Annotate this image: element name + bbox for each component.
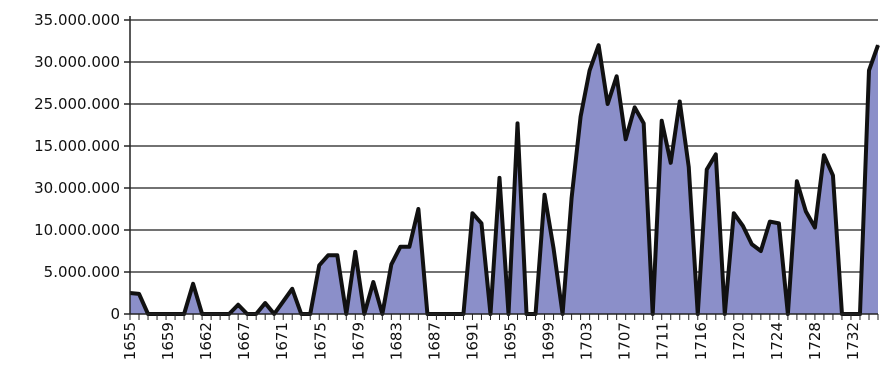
data-point (516, 122, 519, 124)
data-point (778, 222, 780, 224)
x-tick-label: 1695 (502, 322, 520, 360)
data-point (498, 177, 501, 179)
data-point (706, 168, 708, 171)
x-tick-label: 1724 (768, 322, 786, 360)
data-point (264, 302, 266, 304)
x-axis-ticks: 1655 1659 1662 1667 1671 1675 1679 1683 1687 1691… (121, 314, 879, 360)
gridlines (130, 19, 878, 273)
x-tick-label: 1691 (463, 322, 481, 360)
x-tick-label: 1662 (197, 322, 215, 360)
y-axis-ticks: 0 5.000.000 10.000.000 30.000.000 15.000.000… (34, 11, 130, 323)
x-tick-label: 1716 (692, 322, 710, 360)
data-point (192, 283, 194, 285)
data-point (715, 153, 717, 155)
data-point (282, 300, 284, 302)
x-tick-label: 1707 (616, 322, 634, 360)
data-point (552, 247, 555, 250)
data-point (399, 246, 401, 248)
y-tick-label: 35.000.000 (34, 11, 120, 29)
data-point (390, 263, 392, 266)
x-tick-label: 1732 (844, 322, 862, 360)
data-point (580, 116, 582, 118)
data-point (679, 100, 681, 103)
data-point (138, 293, 140, 295)
data-point (733, 212, 735, 214)
data-point (868, 69, 870, 71)
data-point (480, 222, 483, 224)
x-tick-label: 1720 (730, 322, 748, 360)
data-point (598, 44, 600, 46)
data-point (634, 106, 636, 108)
x-tick-label: 1675 (311, 322, 329, 360)
data-point (471, 212, 474, 214)
x-tick-label: 1699 (540, 322, 558, 360)
y-tick-label: 10.000.000 (34, 221, 120, 239)
data-point (589, 69, 591, 71)
data-point (237, 304, 239, 306)
x-tick-label: 1659 (159, 322, 177, 360)
x-tick-label: 1683 (387, 322, 405, 360)
series-area (130, 45, 878, 314)
data-point (570, 197, 573, 199)
y-tick-label: 5.000.000 (44, 263, 120, 281)
data-point (318, 264, 320, 266)
data-point (607, 103, 609, 105)
data-point (805, 210, 807, 213)
data-point (877, 44, 879, 46)
x-tick-label: 1703 (578, 322, 596, 360)
data-point (327, 254, 329, 256)
data-point (814, 226, 816, 229)
x-tick-label: 1687 (425, 322, 443, 360)
y-tick-label: 0 (110, 305, 120, 323)
x-tick-label: 1711 (654, 322, 672, 360)
data-point (336, 254, 338, 256)
data-point (408, 246, 410, 248)
data-point (688, 166, 690, 168)
y-tick-label: 25.000.000 (34, 95, 120, 113)
data-point (543, 194, 546, 196)
x-tick-label: 1728 (806, 322, 824, 360)
data-point (372, 281, 374, 283)
data-point (616, 75, 618, 77)
data-point (625, 138, 627, 140)
y-tick-label: 15.000.000 (34, 137, 120, 155)
data-point (291, 288, 293, 290)
x-tick-label: 1667 (235, 322, 253, 360)
y-tick-label: 30.000.000 (34, 179, 120, 197)
y-tick-label: 30.000.000 (34, 53, 120, 71)
data-point (832, 174, 834, 176)
data-point (796, 180, 798, 182)
data-point (354, 251, 356, 253)
x-tick-label: 1679 (349, 322, 367, 360)
data-point (769, 221, 771, 223)
x-tick-label: 1655 (121, 322, 139, 360)
data-point (760, 250, 762, 252)
data-point (823, 154, 825, 156)
data-point (751, 243, 753, 245)
data-point (742, 225, 744, 227)
data-point (643, 122, 645, 124)
data-point (417, 208, 419, 210)
data-point (670, 162, 672, 164)
data-point (661, 120, 663, 122)
x-tick-label: 1671 (273, 322, 291, 360)
